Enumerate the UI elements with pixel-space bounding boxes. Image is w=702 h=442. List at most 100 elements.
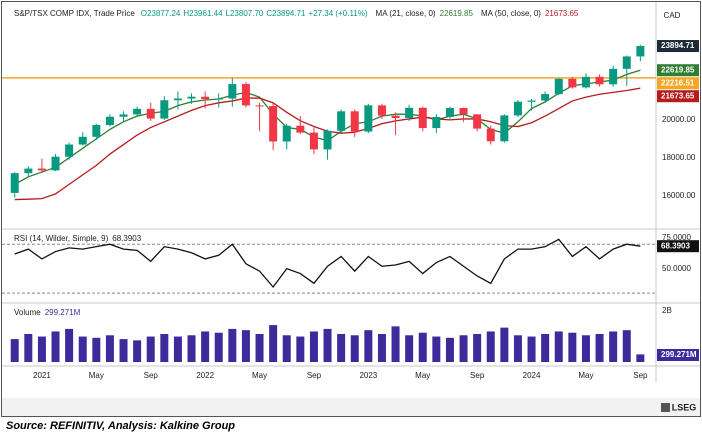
candle-body — [255, 105, 264, 107]
volume-bar — [133, 340, 142, 362]
x-tick-label: 2024 — [523, 371, 541, 380]
legend-ma-name: MA (50, close, 0) — [481, 9, 541, 18]
y-tick-label: 18000.00 — [662, 153, 696, 162]
volume-bar — [92, 337, 101, 362]
candle-body — [391, 115, 400, 118]
candle-body — [486, 128, 495, 142]
volume-name: Volume — [14, 308, 41, 317]
candle-body — [473, 114, 482, 129]
x-tick-label: 2022 — [196, 371, 214, 380]
source-note: Source: REFINITIV, Analysis: Kalkine Gro… — [6, 420, 236, 432]
candle-body — [541, 94, 550, 101]
volume-bar — [146, 336, 155, 362]
volume-bar — [241, 330, 250, 362]
candle-body — [282, 125, 291, 142]
volume-bar — [51, 331, 60, 362]
volume-bar — [65, 328, 74, 362]
volume-tick-label: 2B — [662, 306, 672, 315]
candle-body — [92, 124, 101, 137]
candle-body — [187, 96, 196, 99]
volume-bar — [323, 328, 332, 362]
volume-bar — [541, 334, 550, 362]
x-tick-label: May — [415, 371, 430, 380]
rsi-name: RSI (14, Wilder, Simple, 9) — [14, 234, 109, 243]
candle-body — [568, 78, 577, 88]
price-tag — [657, 40, 699, 53]
candle-body — [201, 96, 210, 100]
volume-bar — [527, 336, 536, 362]
logo: LSEG — [672, 402, 697, 412]
volume-bar — [160, 334, 169, 362]
volume-bar — [309, 331, 318, 362]
price-tag-label: 21673.65 — [661, 91, 695, 100]
volume-bar — [636, 354, 645, 362]
volume-bar — [282, 335, 291, 362]
volume-bar — [296, 336, 305, 362]
volume-bar — [201, 331, 210, 362]
x-tick-label: Sep — [633, 371, 648, 380]
currency: CAD — [664, 11, 681, 20]
x-tick-label: May — [89, 371, 104, 380]
candle-body — [78, 136, 87, 145]
volume-bar — [377, 334, 386, 362]
candle-body — [405, 107, 414, 118]
candle-body — [432, 116, 441, 129]
candle-body — [241, 84, 250, 106]
candle-body — [418, 107, 427, 129]
candle-body — [296, 125, 305, 133]
volume-bar — [269, 325, 278, 362]
candle-body — [554, 78, 563, 95]
legend-value: +27.34 (+0.11%) — [309, 9, 368, 18]
candle-body — [636, 46, 645, 57]
candle-body — [119, 114, 128, 117]
volume-bar — [105, 335, 114, 362]
legend-value: H23961.44 — [183, 9, 223, 18]
volume-bar — [445, 337, 454, 362]
volume-value: 299.271M — [45, 308, 81, 317]
candle-body — [37, 168, 46, 171]
legend-ma-value: 21673.65 — [545, 9, 579, 18]
candle-body — [350, 111, 359, 132]
x-tick-label: 2021 — [33, 371, 51, 380]
volume-bar — [622, 330, 631, 362]
chart-legend: S&P/TSX COMP IDX, Trade Price O23877.24 H2… — [14, 9, 579, 18]
candle-body — [323, 130, 332, 150]
price-tag — [657, 64, 699, 77]
candle-body — [65, 144, 74, 157]
candle-body — [445, 108, 454, 117]
candle-body — [146, 108, 155, 119]
volume-bar — [255, 334, 264, 362]
volume-bar — [37, 336, 46, 362]
legend-title: S&P/TSX COMP IDX, Trade Price — [14, 9, 135, 18]
candle-body — [609, 68, 618, 85]
volume-bar — [432, 336, 441, 362]
candle-body — [269, 106, 278, 142]
candle-body — [160, 100, 169, 119]
price-tag — [657, 77, 699, 90]
candle-body — [581, 76, 590, 88]
volume-bar — [391, 326, 400, 362]
volume-bar — [10, 339, 19, 362]
candle-body — [595, 76, 604, 85]
y-tick-label: 20000.00 — [662, 115, 696, 124]
price-tag-label: 22619.85 — [661, 65, 695, 74]
footer-bar — [2, 398, 700, 416]
candle-body — [337, 111, 346, 131]
volume-bar — [500, 327, 509, 362]
legend-value: L23807.70 — [226, 9, 264, 18]
price-tag-label: 22216.51 — [661, 78, 695, 87]
y-tick-label: 16000.00 — [662, 191, 696, 200]
volume-legend: Volume 299.271M — [14, 308, 81, 317]
legend-value: C23894.71 — [266, 9, 306, 18]
candle-body — [105, 116, 114, 125]
volume-bar — [595, 334, 604, 362]
x-tick-label: 2023 — [359, 371, 377, 380]
candle-body — [51, 156, 60, 171]
volume-bar — [364, 330, 373, 362]
price-tag-label: 23894.71 — [661, 41, 695, 50]
logo-icon — [661, 403, 670, 412]
legend-ma-name: MA (21, close, 0) — [376, 9, 436, 18]
volume-bar — [24, 334, 33, 362]
volume-bar — [513, 335, 522, 362]
volume-bar — [609, 331, 618, 362]
